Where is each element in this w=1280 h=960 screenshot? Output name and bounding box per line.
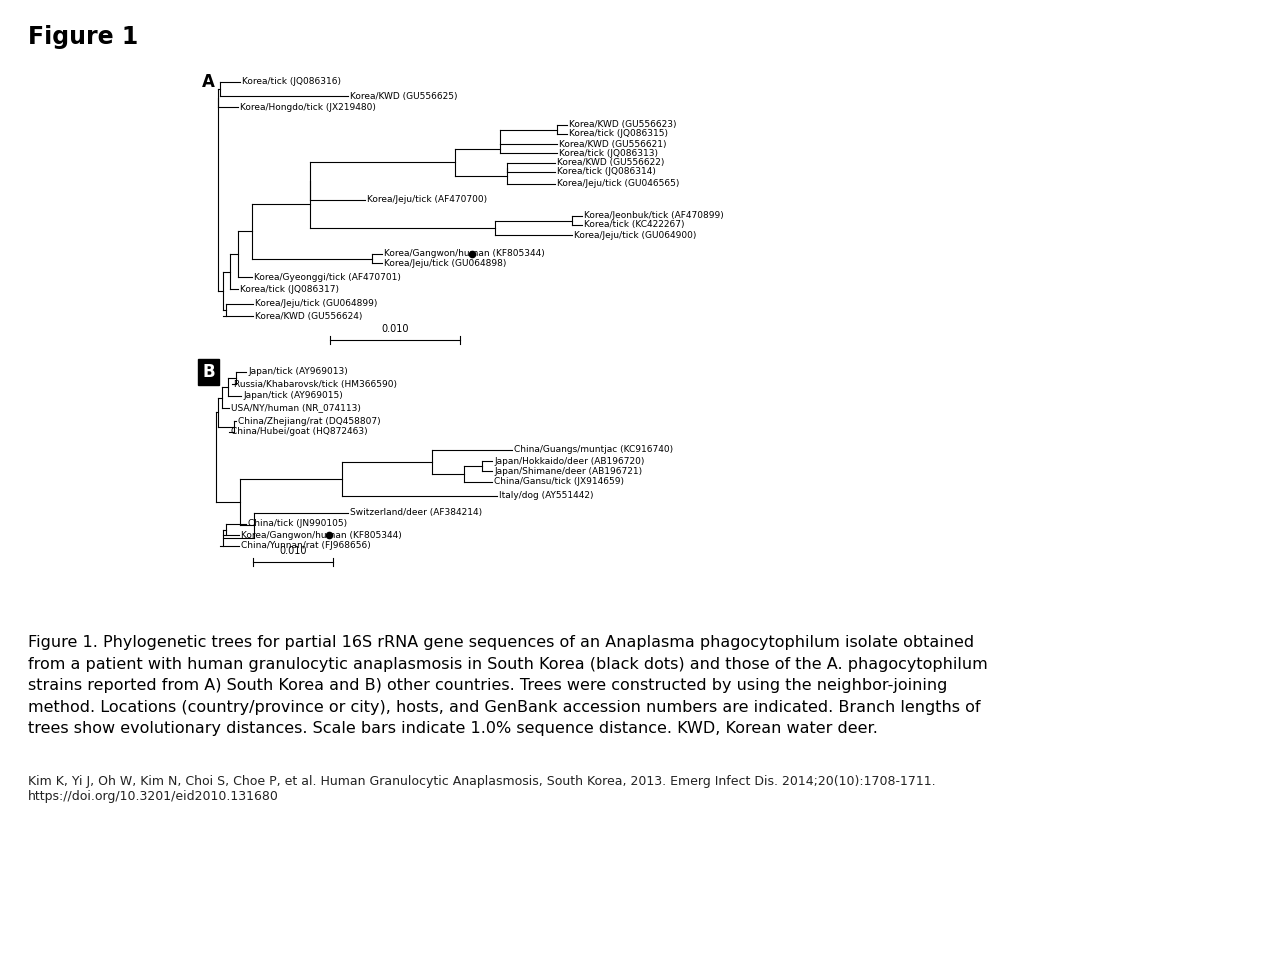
- Text: Korea/KWD (GU556622): Korea/KWD (GU556622): [557, 158, 664, 167]
- Text: Korea/KWD (GU556624): Korea/KWD (GU556624): [255, 311, 362, 321]
- Text: Korea/Hongdo/tick (JX219480): Korea/Hongdo/tick (JX219480): [241, 103, 376, 111]
- Text: Korea/tick (JQ086314): Korea/tick (JQ086314): [557, 167, 655, 177]
- Text: Korea/Gangwon/human (KF805344): Korea/Gangwon/human (KF805344): [384, 250, 545, 258]
- Text: Korea/Jeju/tick (GU064899): Korea/Jeju/tick (GU064899): [255, 300, 378, 308]
- Text: Japan/Shimane/deer (AB196721): Japan/Shimane/deer (AB196721): [494, 467, 643, 475]
- Text: Korea/tick (JQ086317): Korea/tick (JQ086317): [241, 284, 339, 294]
- Text: Korea/Gyeonggi/tick (AF470701): Korea/Gyeonggi/tick (AF470701): [253, 273, 401, 281]
- Text: China/tick (JN990105): China/tick (JN990105): [248, 519, 347, 529]
- Text: A: A: [202, 73, 215, 91]
- Text: Figure 1. Phylogenetic trees for partial 16S rRNA gene sequences of an Anaplasma: Figure 1. Phylogenetic trees for partial…: [28, 635, 988, 736]
- Text: China/Yunnan/rat (FJ968656): China/Yunnan/rat (FJ968656): [241, 541, 371, 550]
- Text: Korea/KWD (GU556625): Korea/KWD (GU556625): [349, 91, 457, 101]
- Text: Japan/tick (AY969015): Japan/tick (AY969015): [243, 392, 343, 400]
- Text: China/Hubei/goat (HQ872463): China/Hubei/goat (HQ872463): [230, 427, 367, 437]
- Text: USA/NY/human (NR_074113): USA/NY/human (NR_074113): [230, 403, 361, 413]
- Text: Japan/Hokkaido/deer (AB196720): Japan/Hokkaido/deer (AB196720): [494, 457, 644, 466]
- Text: B: B: [202, 363, 215, 381]
- Text: China/Guangs/muntjac (KC916740): China/Guangs/muntjac (KC916740): [515, 445, 673, 454]
- Text: Japan/tick (AY969013): Japan/tick (AY969013): [248, 368, 348, 376]
- Text: Korea/tick (KC422267): Korea/tick (KC422267): [584, 221, 685, 229]
- Text: Korea/Jeju/tick (AF470700): Korea/Jeju/tick (AF470700): [367, 196, 488, 204]
- Text: Russia/Khabarovsk/tick (HM366590): Russia/Khabarovsk/tick (HM366590): [234, 379, 397, 389]
- Text: 0.010: 0.010: [381, 324, 408, 334]
- Text: Korea/Jeju/tick (GU046565): Korea/Jeju/tick (GU046565): [557, 180, 680, 188]
- Text: Korea/tick (JQ086315): Korea/tick (JQ086315): [570, 130, 668, 138]
- Text: Korea/Gangwon/human (KF805344): Korea/Gangwon/human (KF805344): [241, 531, 402, 540]
- Text: Korea/tick (JQ086316): Korea/tick (JQ086316): [242, 78, 340, 86]
- Text: Korea/KWD (GU556621): Korea/KWD (GU556621): [559, 139, 667, 149]
- Text: Figure 1: Figure 1: [28, 25, 138, 49]
- Text: Korea/Jeonbuk/tick (AF470899): Korea/Jeonbuk/tick (AF470899): [584, 211, 723, 221]
- Text: China/Zhejiang/rat (DQ458807): China/Zhejiang/rat (DQ458807): [238, 417, 380, 425]
- Text: Kim K, Yi J, Oh W, Kim N, Choi S, Choe P, et al. Human Granulocytic Anaplasmosis: Kim K, Yi J, Oh W, Kim N, Choi S, Choe P…: [28, 775, 936, 803]
- Text: Korea/Jeju/tick (GU064900): Korea/Jeju/tick (GU064900): [573, 230, 696, 239]
- Text: Switzerland/deer (AF384214): Switzerland/deer (AF384214): [349, 509, 483, 517]
- Text: China/Gansu/tick (JX914659): China/Gansu/tick (JX914659): [494, 477, 625, 487]
- Text: B: B: [202, 363, 215, 381]
- Text: Italy/dog (AY551442): Italy/dog (AY551442): [499, 492, 594, 500]
- Text: 0.010: 0.010: [279, 546, 307, 556]
- Text: Korea/tick (JQ086313): Korea/tick (JQ086313): [559, 149, 658, 157]
- Text: Korea/KWD (GU556623): Korea/KWD (GU556623): [570, 121, 677, 130]
- Text: Korea/Jeju/tick (GU064898): Korea/Jeju/tick (GU064898): [384, 258, 507, 268]
